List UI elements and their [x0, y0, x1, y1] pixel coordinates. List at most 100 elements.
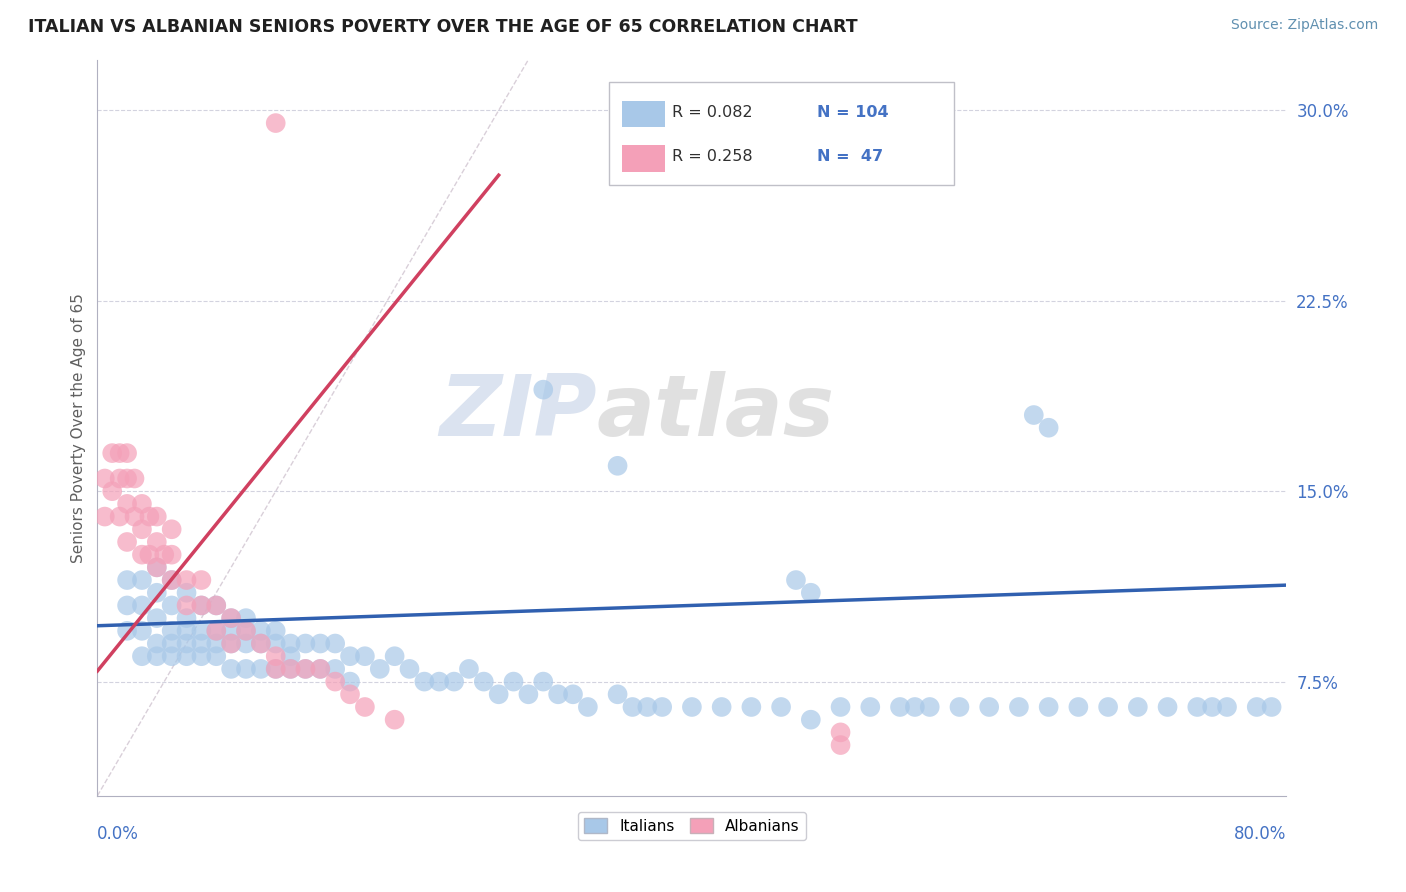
Point	[190, 649, 212, 664]
Point	[250, 624, 273, 638]
Point	[190, 624, 212, 638]
Point	[1156, 700, 1178, 714]
Point	[115, 573, 138, 587]
Point	[606, 687, 628, 701]
Point	[681, 700, 703, 714]
Point	[176, 599, 198, 613]
Point	[115, 624, 138, 638]
Point	[250, 636, 273, 650]
Point	[115, 497, 138, 511]
Point	[108, 471, 131, 485]
Point	[94, 509, 117, 524]
Point	[153, 548, 176, 562]
Point	[294, 662, 316, 676]
Point	[339, 687, 361, 701]
Point	[205, 636, 228, 650]
Point	[323, 662, 346, 676]
Point	[770, 700, 793, 714]
Text: Source: ZipAtlas.com: Source: ZipAtlas.com	[1230, 18, 1378, 32]
Point	[146, 586, 169, 600]
Text: 80.0%: 80.0%	[1234, 825, 1286, 843]
Point	[264, 662, 287, 676]
Text: ZIP: ZIP	[439, 371, 596, 455]
Point	[131, 649, 153, 664]
Point	[101, 484, 124, 499]
Point	[323, 674, 346, 689]
Point	[235, 662, 257, 676]
Point	[205, 624, 228, 638]
Point	[190, 636, 212, 650]
Point	[264, 624, 287, 638]
Point	[264, 636, 287, 650]
Point	[176, 611, 198, 625]
Point	[1022, 408, 1045, 422]
Point	[1038, 700, 1060, 714]
Point	[131, 548, 153, 562]
Point	[235, 636, 257, 650]
Point	[621, 700, 644, 714]
Point	[384, 713, 406, 727]
Point	[131, 573, 153, 587]
Point	[384, 649, 406, 664]
Point	[531, 383, 554, 397]
Point	[176, 586, 198, 600]
Point	[1260, 700, 1282, 714]
Point	[1038, 421, 1060, 435]
Text: R = 0.258: R = 0.258	[672, 149, 752, 164]
Point	[115, 599, 138, 613]
FancyBboxPatch shape	[621, 101, 665, 128]
Point	[398, 662, 420, 676]
Point	[146, 649, 169, 664]
Point	[800, 586, 823, 600]
Point	[830, 725, 852, 739]
Point	[339, 674, 361, 689]
Point	[160, 573, 183, 587]
Point	[160, 624, 183, 638]
Point	[205, 624, 228, 638]
Point	[250, 662, 273, 676]
Point	[219, 636, 242, 650]
Point	[889, 700, 911, 714]
Point	[235, 624, 257, 638]
Point	[160, 636, 183, 650]
Point	[205, 599, 228, 613]
Point	[354, 649, 377, 664]
Point	[531, 674, 554, 689]
Point	[146, 560, 169, 574]
Point	[488, 687, 510, 701]
Point	[205, 649, 228, 664]
Point	[124, 471, 146, 485]
Point	[354, 700, 377, 714]
Point	[859, 700, 882, 714]
Point	[146, 560, 169, 574]
Point	[124, 509, 146, 524]
Point	[1201, 700, 1223, 714]
Point	[1097, 700, 1119, 714]
Point	[176, 636, 198, 650]
Text: R = 0.082: R = 0.082	[672, 105, 752, 120]
Point	[339, 649, 361, 664]
Point	[1067, 700, 1090, 714]
Point	[1216, 700, 1239, 714]
Point	[176, 649, 198, 664]
Point	[146, 611, 169, 625]
Point	[368, 662, 391, 676]
Point	[502, 674, 524, 689]
Point	[294, 636, 316, 650]
Point	[280, 649, 302, 664]
Point	[636, 700, 658, 714]
Text: atlas: atlas	[596, 371, 835, 455]
Point	[309, 662, 332, 676]
Point	[280, 662, 302, 676]
Text: 0.0%: 0.0%	[97, 825, 139, 843]
Point	[235, 611, 257, 625]
Point	[264, 116, 287, 130]
Point	[1008, 700, 1031, 714]
Point	[94, 471, 117, 485]
Point	[800, 713, 823, 727]
Point	[264, 662, 287, 676]
Point	[146, 636, 169, 650]
Point	[160, 649, 183, 664]
Point	[219, 636, 242, 650]
Point	[115, 446, 138, 460]
